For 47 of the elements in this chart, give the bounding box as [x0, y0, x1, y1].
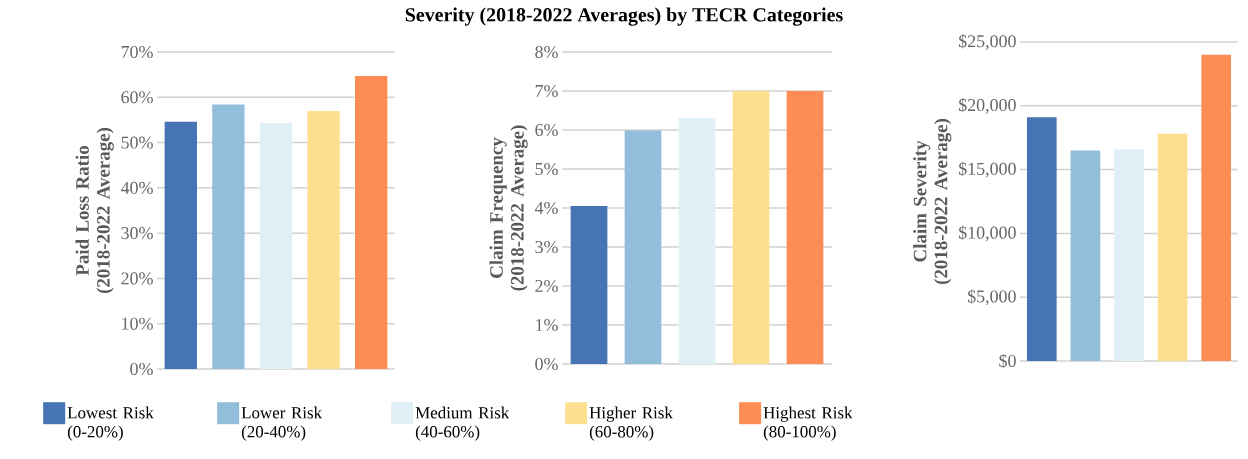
y-axis-title: Claim Severity (2018-2022 Average)	[913, 118, 952, 285]
y-tick-label: 50%	[121, 136, 153, 149]
y-tick-label: $10,000	[958, 225, 1016, 242]
y-tick-label: 60%	[121, 91, 153, 104]
y-tick-label: 10%	[122, 317, 153, 330]
bar	[164, 121, 197, 369]
y-tick-label: 4%	[534, 201, 558, 215]
y-tick-label: 2%	[535, 279, 558, 293]
y-tick-label: $20,000	[958, 97, 1016, 114]
y-tick-label: 6%	[535, 123, 558, 137]
bar	[1114, 149, 1144, 361]
bar	[355, 76, 388, 369]
legend-label: Higher Risk (60-80%)	[589, 406, 673, 441]
y-tick-label: 40%	[120, 181, 153, 194]
bar	[732, 91, 770, 364]
bar	[212, 104, 245, 369]
y-tick-label: 70%	[121, 45, 153, 59]
y-tick-label: $5,000	[967, 289, 1016, 306]
y-tick-label: 30%	[121, 227, 153, 240]
bar	[786, 91, 824, 364]
y-tick-label: 0%	[130, 362, 153, 376]
bar	[1157, 133, 1188, 361]
bar	[570, 206, 608, 364]
y-tick-label: 3%	[535, 240, 558, 254]
bar	[1070, 150, 1101, 361]
y-tick-label: 1%	[536, 318, 558, 332]
bar	[1201, 54, 1232, 361]
bar	[259, 123, 293, 369]
legend-label: Lower Risk (20-40%)	[241, 406, 323, 441]
y-tick-label: 20%	[121, 272, 153, 285]
y-tick-label: 7%	[535, 84, 558, 98]
chart-title: Severity (2018-2022 Averages) by TECR Categories	[405, 7, 843, 26]
bar	[1026, 117, 1057, 361]
bar	[307, 110, 340, 369]
legend-label: Highest Risk (80-100%)	[763, 406, 853, 441]
legend-label: Medium Risk (40-60%)	[415, 406, 510, 441]
bar	[624, 130, 662, 364]
y-tick-label: 8%	[535, 45, 558, 59]
y-tick-label: 0%	[535, 357, 558, 371]
legend-label: Lowest Risk (0-20%)	[67, 406, 154, 441]
bar	[678, 117, 716, 364]
y-tick-label: $15,000	[958, 161, 1016, 178]
y-tick-label: 5%	[535, 162, 558, 176]
y-tick-label: $25,000	[958, 34, 1016, 50]
y-axis-title: Claim Frequency (2018-2022 Average)	[489, 125, 528, 291]
y-axis-title: Paid Loss Ratio (2018-2022 Average)	[75, 127, 114, 294]
y-tick-label: $0	[999, 353, 1016, 369]
